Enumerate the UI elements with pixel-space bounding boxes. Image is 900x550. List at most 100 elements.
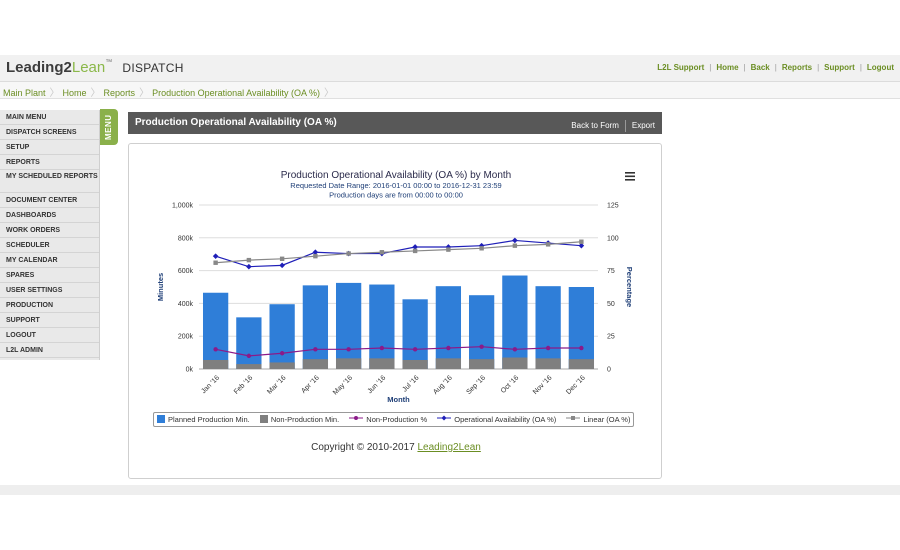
sidebar-item-logout[interactable]: LOGOUT <box>0 328 99 343</box>
sidebar-item-production[interactable]: PRODUCTION <box>0 298 99 313</box>
bar-non-production <box>269 362 295 369</box>
breadcrumb-main-plant[interactable]: Main Plant <box>3 88 46 98</box>
sidebar-item-dashboards[interactable]: DASHBOARDS <box>0 208 99 223</box>
sidebar-item-l2l-admin[interactable]: L2L ADMIN <box>0 343 99 358</box>
y-axis-title: Minutes <box>156 273 165 301</box>
y-tick-label: 800k <box>178 235 194 242</box>
point-operational-availability <box>246 263 252 270</box>
breadcrumb-home[interactable]: Home <box>62 88 87 98</box>
link-support[interactable]: Support <box>824 63 855 72</box>
report-title-bar: Production Operational Availability (OA … <box>128 112 662 134</box>
point-non-production-pct <box>446 345 451 351</box>
breadcrumb: Main Plant 〉 Home 〉 Reports 〉 Production Opera… <box>0 82 900 99</box>
point-linear-oa <box>213 260 218 265</box>
legend-label: Planned Production Min. <box>168 415 250 424</box>
y2-tick-label: 0 <box>607 367 611 374</box>
legend-item-operational-availability[interactable]: Operational Availability (OA %) <box>437 415 556 424</box>
header: Leading2Lean™ DISPATCH L2L Support | Home |… <box>0 55 900 82</box>
x-tick-label: Jul '16 <box>401 374 420 393</box>
bar-non-production <box>535 358 561 369</box>
bar-non-production <box>435 358 462 369</box>
legend-line-icon <box>349 416 364 420</box>
point-linear-oa <box>279 256 285 261</box>
report-actions: Back to Form Export <box>571 120 655 132</box>
link-reports[interactable]: Reports <box>781 63 813 72</box>
sidebar-menu: MAIN MENU DISPATCH SCREENS SETUP REPORTS… <box>0 110 100 360</box>
chart-title: Production Operational Availability (OA … <box>281 170 512 181</box>
point-linear-oa <box>346 251 351 256</box>
point-operational-availability <box>478 242 485 249</box>
sidebar-item-reports[interactable]: REPORTS <box>0 155 99 170</box>
chart-panel: Production Operational Availability (OA … <box>128 143 662 479</box>
link-home[interactable]: Home <box>716 63 739 72</box>
breadcrumb-separator-icon: 〉 <box>90 88 101 99</box>
legend-label: Operational Availability (OA %) <box>454 415 557 424</box>
sidebar-item-scheduler[interactable]: SCHEDULER <box>0 238 99 253</box>
bar-non-production <box>468 359 495 369</box>
top-links: L2L Support | Home | Back | Reports | Support | Lo… <box>657 63 894 72</box>
chart-menu-icon[interactable] <box>625 172 635 181</box>
legend-line-icon <box>437 415 452 421</box>
chart: Production Operational Availability (OA … <box>156 170 635 404</box>
export-button[interactable]: Export <box>631 121 655 131</box>
sidebar-item-my-calendar[interactable]: MY CALENDAR <box>0 253 99 268</box>
sidebar-item-support[interactable]: SUPPORT <box>0 313 99 328</box>
copyright-text: Copyright © 2010-2017 <box>311 442 418 453</box>
point-linear-oa <box>379 250 385 255</box>
point-operational-availability <box>312 249 319 256</box>
sidebar-item-dispatch-screens[interactable]: DISPATCH SCREENS <box>0 125 99 140</box>
legend-item-non-production-min[interactable]: Non-Production Min. <box>259 415 339 424</box>
point-non-production-pct <box>545 345 551 351</box>
link-back[interactable]: Back <box>750 63 770 72</box>
y-tick-label: 0k <box>186 367 194 374</box>
y2-tick-label: 50 <box>607 301 615 308</box>
app-name: DISPATCH <box>122 61 184 75</box>
legend-item-linear-oa[interactable]: Linear (OA %) <box>566 415 630 424</box>
point-non-production-pct <box>512 347 518 352</box>
point-linear-oa <box>246 257 252 263</box>
sidebar-item-spares[interactable]: SPARES <box>0 268 99 283</box>
point-non-production-pct <box>579 345 584 351</box>
bar-planned-production <box>402 299 428 369</box>
breadcrumb-reports[interactable]: Reports <box>103 88 136 98</box>
menu-toggle-tab[interactable]: MENU <box>100 109 118 145</box>
x-tick-label: Nov '16 <box>532 374 554 396</box>
bar-planned-production <box>568 287 595 369</box>
legend-item-non-production-pct[interactable]: Non-Production % <box>349 415 427 424</box>
sidebar-item-my-scheduled-reports[interactable]: MY SCHEDULED REPORTS <box>0 170 99 193</box>
point-non-production-pct <box>412 347 418 352</box>
bar-non-production <box>568 359 595 369</box>
legend-label: Linear (OA %) <box>583 415 631 424</box>
sidebar-item-main-menu[interactable]: MAIN MENU <box>0 110 99 125</box>
bar-planned-production <box>302 285 329 369</box>
bar-planned-production <box>535 286 561 369</box>
sidebar-item-document-center[interactable]: DOCUMENT CENTER <box>0 193 99 208</box>
link-logout[interactable]: Logout <box>866 63 894 72</box>
bar-planned-production <box>435 286 462 369</box>
bar-planned-production <box>269 304 295 369</box>
sidebar-item-user-settings[interactable]: USER SETTINGS <box>0 283 99 298</box>
point-linear-oa <box>446 247 451 252</box>
point-linear-oa <box>479 246 484 251</box>
point-linear-oa <box>412 248 418 254</box>
y2-axis-title: Percentage <box>625 267 634 307</box>
x-tick-label: May '16 <box>332 374 354 396</box>
point-non-production-pct <box>479 344 484 349</box>
breadcrumb-separator-icon: 〉 <box>323 88 334 99</box>
leading2lean-link[interactable]: Leading2Lean <box>417 442 481 453</box>
point-operational-availability <box>512 237 518 244</box>
logo[interactable]: Leading2Lean™ DISPATCH <box>6 59 184 76</box>
y-tick-label: 600k <box>178 268 194 275</box>
link-l2l-support[interactable]: L2L Support <box>657 63 705 72</box>
y-tick-label: 200k <box>178 334 194 341</box>
point-non-production-pct <box>346 347 351 352</box>
bar-non-production <box>202 359 229 369</box>
legend-item-planned-production[interactable]: Planned Production Min. <box>157 415 250 424</box>
sidebar-item-setup[interactable]: SETUP <box>0 140 99 155</box>
breadcrumb-current-report[interactable]: Production Operational Availability (OA … <box>152 88 320 98</box>
bar-non-production <box>402 359 428 369</box>
x-axis-title: Month <box>387 395 410 404</box>
back-to-form-button[interactable]: Back to Form <box>571 121 619 131</box>
sidebar-item-work-orders[interactable]: WORK ORDERS <box>0 223 99 238</box>
y2-tick-label: 100 <box>607 235 619 242</box>
